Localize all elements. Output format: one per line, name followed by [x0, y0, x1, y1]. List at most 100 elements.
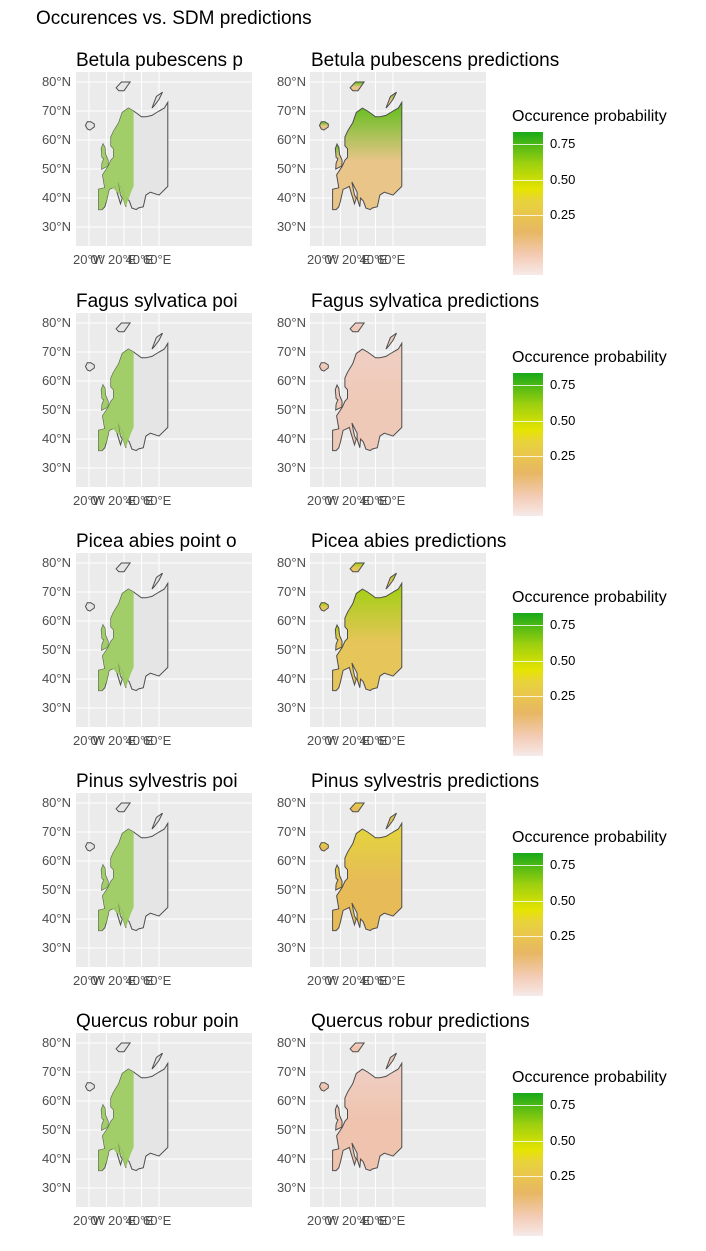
legend-tick: [513, 696, 543, 697]
y-tick-label: 80°N: [41, 555, 71, 570]
y-tick-label: 50°N: [41, 642, 71, 657]
y-tick-label: 30°N: [276, 460, 306, 475]
legend-tick: [513, 625, 543, 626]
legend-title: Occurence probability: [512, 349, 667, 366]
legend-label: 0.75: [550, 857, 576, 872]
x-tick-label: 20°E: [108, 252, 137, 267]
x-tick-label: 40°E: [125, 1213, 154, 1228]
y-tick-label: 30°N: [41, 460, 71, 475]
left-panel-title: Betula pubescens p: [76, 50, 243, 71]
x-tick-label: 20°W: [307, 1213, 339, 1228]
legend-label: 0.75: [550, 136, 576, 151]
legend-label: 0.75: [550, 617, 576, 632]
country-outline: [115, 562, 132, 573]
prediction-surface: [349, 562, 366, 573]
y-tick-label: 40°N: [276, 671, 306, 686]
y-tick-label: 70°N: [276, 584, 306, 599]
prediction-surface: [332, 821, 403, 932]
facet-row: Fagus sylvatica poi Fagus sylvatica predi…: [0, 291, 706, 531]
y-tick-label: 50°N: [276, 882, 306, 897]
legend-color-bar: [513, 132, 543, 275]
y-tick-label: 80°N: [276, 795, 306, 810]
legend-tick: [513, 456, 543, 457]
left-panel-title: Pinus sylvestris poi: [76, 771, 238, 792]
prediction-map: [310, 313, 486, 487]
x-tick-label: 0°: [324, 733, 337, 748]
x-tick-label: 20°W: [307, 493, 339, 508]
legend-tick: [513, 144, 543, 145]
x-tick-label: 0°: [324, 1213, 337, 1228]
x-tick-label: 40°E: [125, 252, 154, 267]
x-tick-label: 20°E: [342, 733, 371, 748]
occurrence-map-panel: [76, 1033, 252, 1207]
x-tick-label: 20°E: [342, 493, 371, 508]
x-tick-label: 60°E: [377, 973, 406, 988]
country-outline: [151, 332, 163, 350]
y-tick-label: 50°N: [276, 161, 306, 176]
x-tick-label: 0°: [90, 493, 103, 508]
legend-label: 0.25: [550, 207, 576, 222]
prediction-surface: [318, 1082, 329, 1092]
y-tick-label: 50°N: [41, 402, 71, 417]
legend-title: Occurence probability: [512, 1069, 667, 1086]
y-tick-label: 30°N: [41, 219, 71, 234]
y-tick-label: 40°N: [276, 431, 306, 446]
y-tick-label: 70°N: [41, 824, 71, 839]
y-tick-label: 60°N: [41, 132, 71, 147]
right-panel-title: Picea abies predictions: [311, 531, 507, 552]
occurrence-map-panel: [76, 793, 252, 967]
x-tick-label: 20°W: [73, 1213, 105, 1228]
x-tick-label: 60°E: [143, 1213, 172, 1228]
legend-label: 0.50: [550, 413, 576, 428]
legend-tick: [513, 215, 543, 216]
y-tick-label: 30°N: [41, 700, 71, 715]
prediction-surface: [385, 1052, 397, 1070]
prediction-map: [310, 72, 486, 246]
prediction-surface: [318, 842, 329, 852]
x-tick-label: 20°W: [73, 973, 105, 988]
facet-row: Quercus robur poin Quercus robur predicti…: [0, 1011, 706, 1251]
y-tick-label: 80°N: [41, 1035, 71, 1050]
x-tick-label: 20°W: [73, 252, 105, 267]
country-outline: [115, 322, 132, 333]
occurrence-map: [76, 72, 252, 246]
legend-title: Occurence probability: [512, 829, 667, 846]
x-tick-label: 20°W: [307, 252, 339, 267]
prediction-surface: [332, 1061, 403, 1172]
y-tick-label: 80°N: [276, 315, 306, 330]
prediction-surface: [349, 81, 366, 92]
country-outline: [84, 602, 95, 612]
legend-label: 0.25: [550, 1168, 576, 1183]
x-tick-label: 40°E: [359, 733, 388, 748]
legend-color-bar: [513, 853, 543, 996]
x-tick-label: 0°: [90, 733, 103, 748]
x-tick-label: 20°W: [307, 973, 339, 988]
country-outline: [151, 1052, 163, 1070]
legend-tick: [513, 385, 543, 386]
y-tick-label: 70°N: [41, 1064, 71, 1079]
y-tick-label: 60°N: [41, 853, 71, 868]
y-tick-label: 60°N: [276, 373, 306, 388]
y-tick-label: 50°N: [276, 642, 306, 657]
y-tick-label: 60°N: [276, 1093, 306, 1108]
country-outline: [84, 362, 95, 372]
x-tick-label: 20°E: [342, 973, 371, 988]
x-tick-label: 40°E: [359, 252, 388, 267]
x-tick-label: 0°: [324, 252, 337, 267]
prediction-surface: [334, 863, 343, 891]
prediction-surface: [318, 121, 329, 131]
x-tick-label: 40°E: [359, 493, 388, 508]
y-tick-label: 50°N: [276, 402, 306, 417]
y-tick-label: 30°N: [276, 940, 306, 955]
x-tick-label: 60°E: [377, 1213, 406, 1228]
country-outline: [151, 572, 163, 590]
x-tick-label: 0°: [324, 493, 337, 508]
right-panel-title: Betula pubescens predictions: [311, 50, 560, 71]
x-tick-label: 60°E: [143, 252, 172, 267]
legend-tick: [513, 421, 543, 422]
x-tick-label: 40°E: [125, 973, 154, 988]
prediction-map-panel: [310, 1033, 486, 1207]
legend-label: 0.25: [550, 928, 576, 943]
prediction-surface: [332, 100, 403, 211]
y-tick-label: 50°N: [276, 1122, 306, 1137]
